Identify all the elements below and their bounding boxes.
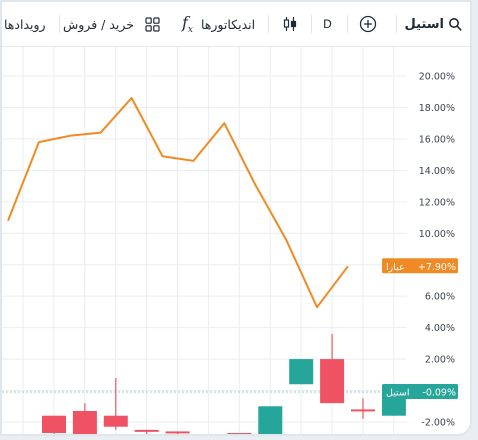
- candle-body: [227, 433, 252, 434]
- candle[interactable]: [134, 429, 159, 435]
- indicators-button[interactable]: fx اندیکاتورها: [182, 2, 255, 46]
- candles-icon: [283, 17, 297, 31]
- candle[interactable]: [197, 435, 221, 436]
- line-value-badge: +7.90% عیارا: [382, 258, 458, 274]
- compare-button[interactable]: [359, 2, 377, 46]
- line-value-badge-value: +7.90%: [418, 262, 456, 273]
- toolbar-separator: [311, 15, 312, 33]
- candle-body: [134, 429, 159, 432]
- toolbar-separator: [268, 15, 269, 33]
- trade-label: خرید / فروش: [63, 16, 134, 32]
- candle[interactable]: [72, 403, 97, 436]
- candle-value-badge-value: -0.09%: [422, 387, 456, 398]
- y-tick-label: 6.00%: [425, 292, 455, 303]
- candle-value-badge: -0.09% استیل: [382, 383, 458, 399]
- chart-window: استیل D: [0, 0, 472, 436]
- plus-circle-icon: [359, 15, 377, 33]
- candle[interactable]: [320, 333, 345, 404]
- candle-body: [165, 431, 190, 434]
- candle-body: [103, 415, 128, 427]
- y-tick-label: 12.00%: [419, 197, 455, 208]
- candle[interactable]: [42, 415, 66, 436]
- candle-body: [72, 410, 97, 434]
- candle[interactable]: [289, 359, 314, 385]
- y-tick-label: -2.00%: [421, 418, 455, 429]
- y-tick-label: 2.00%: [425, 355, 455, 366]
- symbol-search[interactable]: استیل: [405, 2, 462, 46]
- line-value-badge-name: عیارا: [386, 262, 405, 273]
- candle[interactable]: [258, 406, 283, 436]
- function-icon: fx: [182, 12, 193, 36]
- candle[interactable]: [103, 377, 128, 430]
- series-line: [7, 97, 349, 309]
- y-tick-label: 4.00%: [425, 323, 455, 334]
- toolbar-separator: [396, 15, 397, 33]
- interval-label: D: [323, 17, 332, 31]
- toolbar-separator: [59, 15, 60, 33]
- y-tick-label: 16.00%: [419, 134, 455, 145]
- trade-button[interactable]: خرید / فروش: [63, 2, 134, 46]
- candle[interactable]: [227, 433, 252, 436]
- events-button[interactable]: رویدادها: [4, 2, 46, 46]
- candle[interactable]: [351, 398, 375, 419]
- candle-value-badge-bg: [382, 383, 458, 399]
- candle-body: [320, 359, 345, 404]
- y-tick-label: 18.00%: [419, 103, 455, 114]
- candle-body: [197, 435, 221, 436]
- candle-body: [42, 415, 66, 434]
- candle[interactable]: [165, 431, 190, 434]
- candle-body: [289, 359, 314, 385]
- chart-toolbar: استیل D: [2, 2, 470, 47]
- candle-body: [258, 406, 283, 434]
- interval-button[interactable]: D: [323, 2, 332, 46]
- symbol-name: استیل: [404, 16, 444, 32]
- layout-button[interactable]: [145, 2, 160, 46]
- y-tick-label: 10.00%: [419, 229, 455, 240]
- events-label: رویدادها: [4, 16, 46, 32]
- grid-icon: [145, 16, 160, 32]
- chart-type-button[interactable]: [283, 2, 297, 46]
- y-tick-label: 14.00%: [419, 166, 455, 177]
- chart-area[interactable]: 20.00%18.00%16.00%14.00%12.00%10.00%8.00…: [2, 47, 470, 436]
- search-icon: [449, 18, 462, 31]
- candle-value-badge-name: استیل: [386, 387, 410, 398]
- line-value-badge-bg: [382, 258, 458, 274]
- y-tick-label: 20.00%: [419, 72, 455, 83]
- indicators-label: اندیکاتورها: [201, 16, 256, 32]
- candle-body: [351, 409, 375, 412]
- toolbar-separator: [347, 15, 348, 33]
